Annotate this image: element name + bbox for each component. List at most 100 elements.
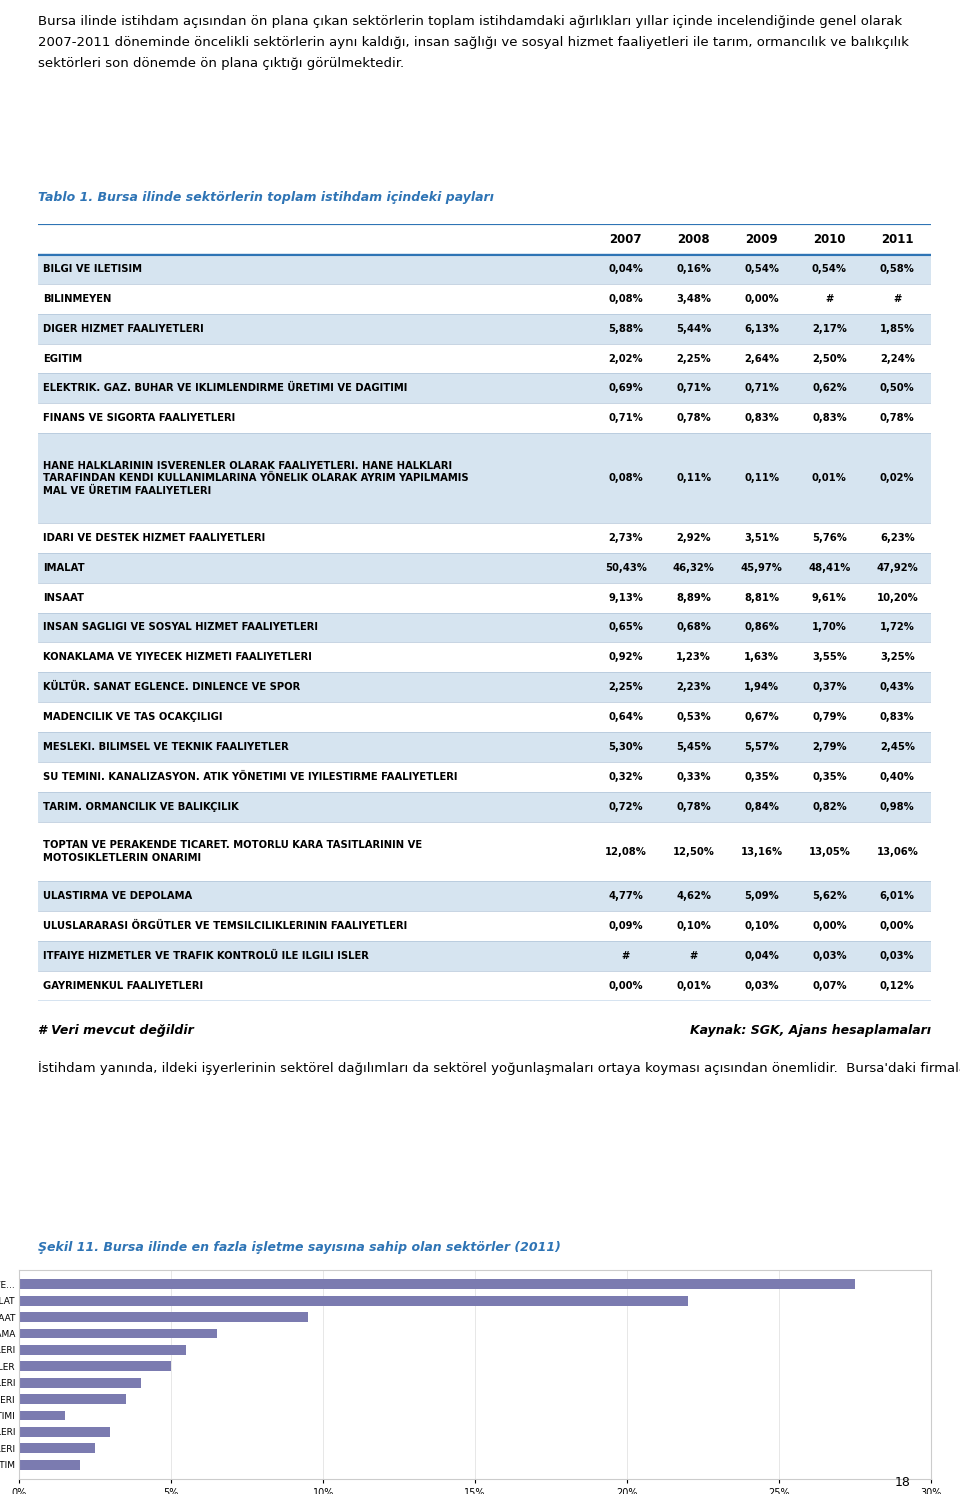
Text: 48,41%: 48,41% xyxy=(808,563,851,572)
Text: 0,03%: 0,03% xyxy=(744,982,779,991)
Text: 0,08%: 0,08% xyxy=(609,294,643,303)
Text: 0,71%: 0,71% xyxy=(744,384,779,393)
Text: 0,82%: 0,82% xyxy=(812,802,847,811)
Text: 0,54%: 0,54% xyxy=(812,264,847,273)
Text: 0,10%: 0,10% xyxy=(744,922,779,931)
Text: 5,88%: 5,88% xyxy=(609,324,643,333)
Text: 2,50%: 2,50% xyxy=(812,354,847,363)
Text: 0,03%: 0,03% xyxy=(880,952,915,961)
Text: 0,08%: 0,08% xyxy=(609,474,643,483)
Text: 0,40%: 0,40% xyxy=(879,772,915,781)
Text: 0,53%: 0,53% xyxy=(677,713,711,722)
Text: 2,73%: 2,73% xyxy=(609,533,643,542)
Text: 0,00%: 0,00% xyxy=(609,982,643,991)
Text: 8,89%: 8,89% xyxy=(676,593,711,602)
Text: DIGER HIZMET FAALIYETLERI: DIGER HIZMET FAALIYETLERI xyxy=(43,324,204,333)
Bar xyxy=(38,762,931,792)
Text: 5,62%: 5,62% xyxy=(812,892,847,901)
Text: 5,30%: 5,30% xyxy=(609,743,643,751)
Text: # Veri mevcut değildir: # Veri mevcut değildir xyxy=(38,1025,194,1037)
Bar xyxy=(38,822,931,881)
Text: 46,32%: 46,32% xyxy=(673,563,714,572)
Bar xyxy=(19,1443,95,1454)
Text: IMALAT: IMALAT xyxy=(43,563,84,572)
Bar xyxy=(19,1394,126,1404)
Text: ULASTIRMA VE DEPOLAMA: ULASTIRMA VE DEPOLAMA xyxy=(43,892,192,901)
Text: 0,83%: 0,83% xyxy=(812,414,847,423)
Text: 6,13%: 6,13% xyxy=(744,324,780,333)
Bar xyxy=(19,1345,186,1355)
Text: 0,62%: 0,62% xyxy=(812,384,847,393)
Text: 13,06%: 13,06% xyxy=(876,847,918,856)
Text: 2,02%: 2,02% xyxy=(609,354,643,363)
Text: 0,78%: 0,78% xyxy=(880,414,915,423)
Text: 0,35%: 0,35% xyxy=(812,772,847,781)
Text: 1,72%: 1,72% xyxy=(879,623,915,632)
Text: INSAN SAGLIGI VE SOSYAL HIZMET FAALIYETLERI: INSAN SAGLIGI VE SOSYAL HIZMET FAALIYETL… xyxy=(43,623,318,632)
Text: ULUSLARARASI ÖRGÜTLER VE TEMSILCILIKLERININ FAALIYETLERI: ULUSLARARASI ÖRGÜTLER VE TEMSILCILIKLERI… xyxy=(43,922,407,931)
Text: 3,48%: 3,48% xyxy=(676,294,711,303)
Bar xyxy=(19,1328,217,1339)
Bar xyxy=(38,553,931,583)
Text: 0,65%: 0,65% xyxy=(609,623,643,632)
Text: 0,04%: 0,04% xyxy=(609,264,643,273)
Text: 9,61%: 9,61% xyxy=(812,593,847,602)
Text: BILINMEYEN: BILINMEYEN xyxy=(43,294,111,303)
Bar xyxy=(38,224,931,254)
Text: 2,79%: 2,79% xyxy=(812,743,847,751)
Text: 0,67%: 0,67% xyxy=(744,713,779,722)
Text: 4,62%: 4,62% xyxy=(676,892,711,901)
Bar xyxy=(19,1312,308,1322)
Text: 0,16%: 0,16% xyxy=(676,264,711,273)
Text: 0,10%: 0,10% xyxy=(676,922,711,931)
Text: 2010: 2010 xyxy=(813,233,846,245)
Text: HANE HALKLARININ ISVERENLER OLARAK FAALIYETLERI. HANE HALKLARI
TARAFINDAN KENDI : HANE HALKLARININ ISVERENLER OLARAK FAALI… xyxy=(43,460,468,496)
Bar xyxy=(38,344,931,374)
Text: 0,11%: 0,11% xyxy=(676,474,711,483)
Text: 2,25%: 2,25% xyxy=(609,683,643,692)
Bar xyxy=(19,1410,64,1421)
Bar xyxy=(38,433,931,523)
Text: 0,79%: 0,79% xyxy=(812,713,847,722)
Text: 0,37%: 0,37% xyxy=(812,683,847,692)
Text: SU TEMINI. KANALIZASYON. ATIK YÖNETIMI VE IYILESTIRME FAALIYETLERI: SU TEMINI. KANALIZASYON. ATIK YÖNETIMI V… xyxy=(43,772,457,781)
Bar xyxy=(38,792,931,822)
Text: 47,92%: 47,92% xyxy=(876,563,918,572)
Bar xyxy=(38,374,931,403)
Bar xyxy=(38,583,931,613)
Text: 0,68%: 0,68% xyxy=(676,623,711,632)
Text: 5,45%: 5,45% xyxy=(676,743,711,751)
Bar xyxy=(38,941,931,971)
Bar xyxy=(19,1361,171,1371)
Text: 10,20%: 10,20% xyxy=(876,593,918,602)
Text: 0,07%: 0,07% xyxy=(812,982,847,991)
Text: Bursa ilinde istihdam açısından ön plana çıkan sektörlerin toplam istihdamdaki a: Bursa ilinde istihdam açısından ön plana… xyxy=(38,15,909,70)
Text: INSAAT: INSAAT xyxy=(43,593,84,602)
Text: ELEKTRIK. GAZ. BUHAR VE IKLIMLENDIRME ÜRETIMI VE DAGITIMI: ELEKTRIK. GAZ. BUHAR VE IKLIMLENDIRME ÜR… xyxy=(43,384,407,393)
Text: 2,17%: 2,17% xyxy=(812,324,847,333)
Text: MESLEKI. BILIMSEL VE TEKNIK FAALIYETLER: MESLEKI. BILIMSEL VE TEKNIK FAALIYETLER xyxy=(43,743,289,751)
Text: Şekil 11. Bursa ilinde en fazla işletme sayısına sahip olan sektörler (2011): Şekil 11. Bursa ilinde en fazla işletme … xyxy=(38,1242,562,1253)
Text: 0,04%: 0,04% xyxy=(744,952,779,961)
Text: 3,25%: 3,25% xyxy=(880,653,915,662)
Text: 1,23%: 1,23% xyxy=(676,653,711,662)
Bar xyxy=(19,1279,855,1289)
Text: 13,05%: 13,05% xyxy=(808,847,851,856)
Text: 13,16%: 13,16% xyxy=(740,847,782,856)
Text: IDARI VE DESTEK HIZMET FAALIYETLERI: IDARI VE DESTEK HIZMET FAALIYETLERI xyxy=(43,533,265,542)
Text: #: # xyxy=(826,294,833,303)
Text: 0,58%: 0,58% xyxy=(879,264,915,273)
Text: 1,85%: 1,85% xyxy=(879,324,915,333)
Bar xyxy=(38,642,931,672)
Text: 3,55%: 3,55% xyxy=(812,653,847,662)
Text: Kaynak: SGK, Ajans hesaplamaları: Kaynak: SGK, Ajans hesaplamaları xyxy=(690,1025,931,1037)
Text: 9,13%: 9,13% xyxy=(609,593,643,602)
Text: 1,63%: 1,63% xyxy=(744,653,780,662)
Text: GAYRIMENKUL FAALIYETLERI: GAYRIMENKUL FAALIYETLERI xyxy=(43,982,203,991)
Text: 2,45%: 2,45% xyxy=(879,743,915,751)
Bar xyxy=(19,1460,80,1470)
Text: 0,83%: 0,83% xyxy=(744,414,779,423)
Bar xyxy=(38,672,931,702)
Text: 0,83%: 0,83% xyxy=(880,713,915,722)
Text: EGITIM: EGITIM xyxy=(43,354,82,363)
